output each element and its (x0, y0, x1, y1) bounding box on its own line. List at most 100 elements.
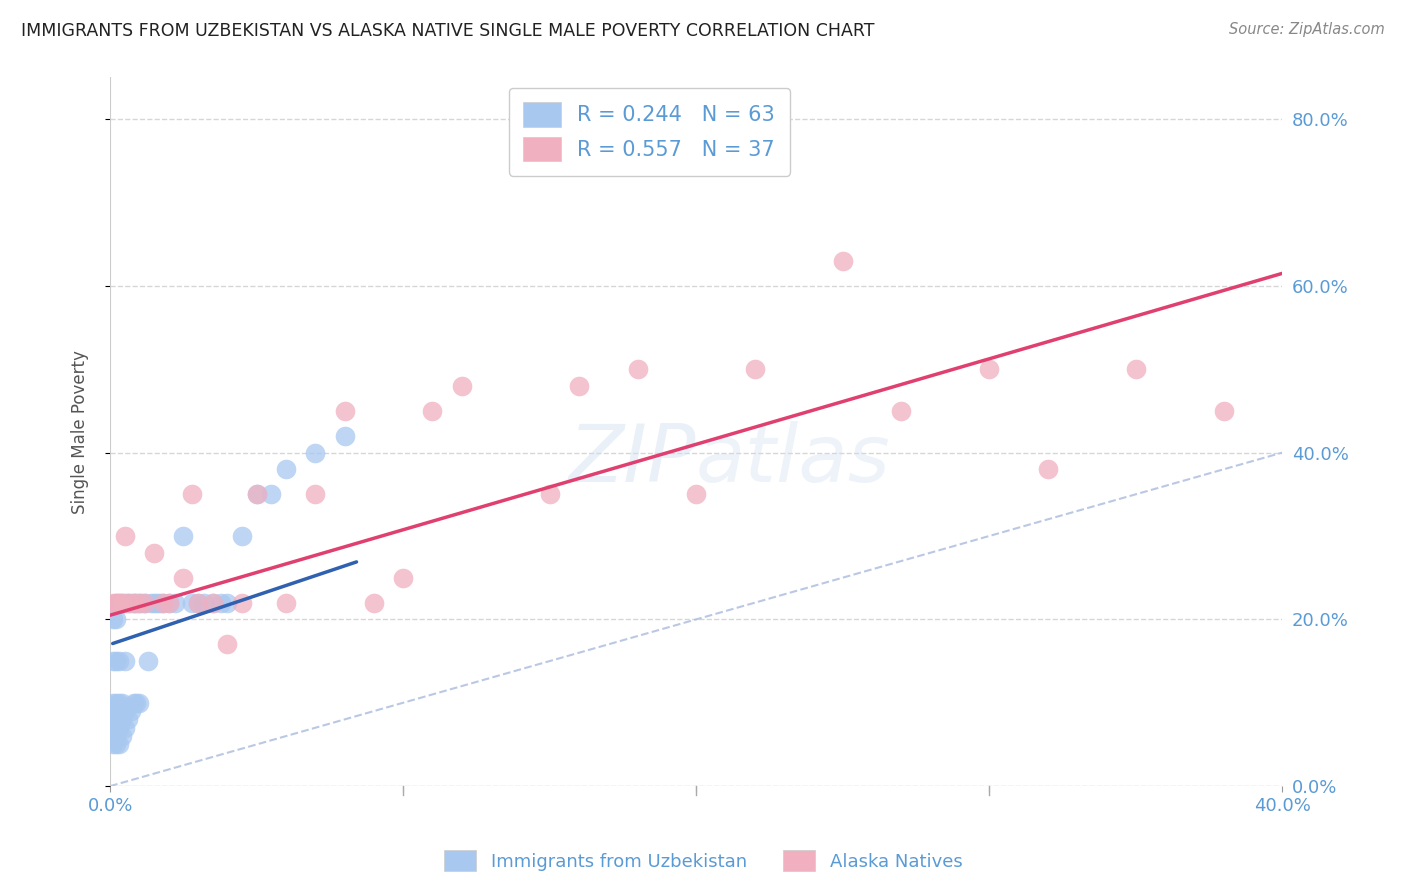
Point (101, 654, 124, 668)
Point (122, 596, 145, 610)
Point (685, 487, 707, 501)
Point (114, 721, 136, 735)
Text: atlas: atlas (696, 421, 891, 500)
Point (157, 596, 180, 610)
Point (101, 721, 124, 735)
Point (568, 379, 591, 393)
Point (122, 696, 145, 710)
Point (101, 596, 124, 610)
Point (217, 596, 239, 610)
Point (1212, 404, 1234, 418)
Point (128, 696, 150, 710)
Point (108, 738, 131, 752)
Point (111, 596, 134, 610)
Point (101, 704, 124, 718)
Point (111, 713, 134, 727)
Point (134, 596, 156, 610)
Point (101, 738, 124, 752)
Point (104, 738, 127, 752)
Point (187, 596, 209, 610)
Point (111, 696, 134, 710)
Point (136, 654, 159, 668)
Point (104, 596, 127, 610)
Point (209, 596, 232, 610)
Point (134, 596, 156, 610)
Point (114, 596, 136, 610)
Point (104, 654, 127, 668)
Point (163, 596, 186, 610)
Point (125, 596, 148, 610)
Point (117, 596, 139, 610)
Point (101, 713, 124, 727)
Point (231, 529, 253, 543)
Point (108, 704, 131, 718)
Point (274, 462, 297, 476)
Point (193, 596, 215, 610)
Point (260, 487, 283, 501)
Point (114, 654, 136, 668)
Point (890, 404, 912, 418)
Point (104, 696, 127, 710)
Point (104, 612, 127, 626)
Point (114, 529, 136, 543)
Point (152, 596, 174, 610)
Point (172, 571, 194, 585)
Legend: Immigrants from Uzbekistan, Alaska Natives: Immigrants from Uzbekistan, Alaska Nativ… (436, 843, 970, 879)
Point (979, 362, 1001, 376)
Point (538, 487, 561, 501)
Point (111, 596, 134, 610)
Point (181, 487, 204, 501)
Point (157, 596, 180, 610)
Point (108, 596, 131, 610)
Point (108, 721, 131, 735)
Point (422, 404, 444, 418)
Point (128, 596, 150, 610)
Text: IMMIGRANTS FROM UZBEKISTAN VS ALASKA NATIVE SINGLE MALE POVERTY CORRELATION CHAR: IMMIGRANTS FROM UZBEKISTAN VS ALASKA NAT… (21, 22, 875, 40)
Point (108, 696, 131, 710)
Point (101, 696, 124, 710)
Point (117, 596, 139, 610)
Legend: R = 0.244   N = 63, R = 0.557   N = 37: R = 0.244 N = 63, R = 0.557 N = 37 (509, 87, 790, 176)
Point (122, 596, 145, 610)
Point (104, 729, 127, 743)
Point (104, 713, 127, 727)
Point (117, 713, 139, 727)
Point (101, 612, 124, 626)
Point (104, 721, 127, 735)
Point (125, 696, 148, 710)
Point (304, 445, 326, 459)
Point (450, 379, 472, 393)
Point (333, 404, 356, 418)
Point (392, 571, 415, 585)
Y-axis label: Single Male Poverty: Single Male Poverty (72, 350, 89, 514)
Point (152, 596, 174, 610)
Point (274, 596, 297, 610)
Point (304, 487, 326, 501)
Point (744, 362, 766, 376)
Point (187, 596, 209, 610)
Point (139, 596, 162, 610)
Point (333, 429, 356, 443)
Point (104, 596, 127, 610)
Point (245, 487, 267, 501)
Point (120, 596, 142, 610)
Point (114, 704, 136, 718)
Point (143, 546, 166, 560)
Point (1125, 362, 1147, 376)
Point (626, 362, 648, 376)
Point (128, 596, 150, 610)
Text: ZIP: ZIP (569, 421, 696, 500)
Text: Source: ZipAtlas.com: Source: ZipAtlas.com (1229, 22, 1385, 37)
Point (1036, 462, 1059, 476)
Point (201, 596, 224, 610)
Point (245, 487, 267, 501)
Point (108, 596, 131, 610)
Point (181, 596, 204, 610)
Point (231, 596, 253, 610)
Point (131, 596, 153, 610)
Point (101, 729, 124, 743)
Point (143, 596, 166, 610)
Point (831, 253, 853, 268)
Point (108, 654, 131, 668)
Point (201, 596, 224, 610)
